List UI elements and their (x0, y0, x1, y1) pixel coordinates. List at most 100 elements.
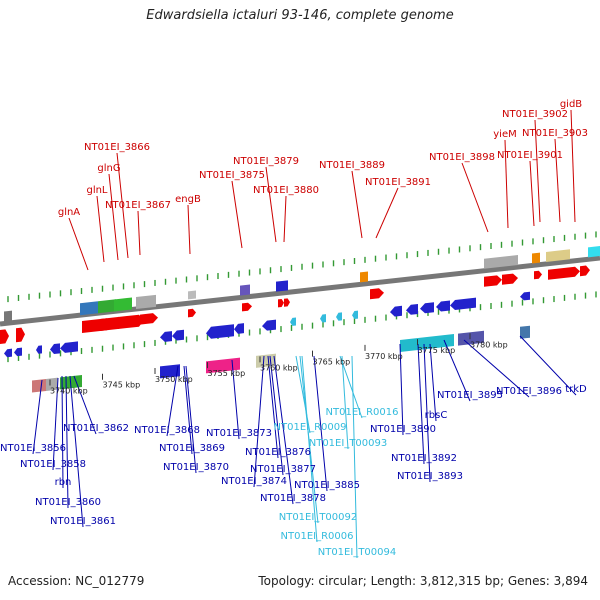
reverse-gene-15-arrow (520, 291, 530, 301)
forward-gene-5-arrow (140, 313, 158, 325)
upper-block-6 (240, 284, 250, 296)
lower-block-8-body (520, 325, 530, 339)
reverse-gene-2 (36, 345, 42, 354)
leader-line (529, 160, 535, 227)
gene-label: NT01EI_3889 (319, 160, 385, 171)
lower-block-0 (32, 378, 46, 393)
leader-line (52, 377, 59, 471)
leader-line (351, 355, 358, 559)
reverse-gene-1 (14, 347, 22, 357)
gene-label: NT01EI_3879 (233, 156, 299, 167)
reverse-gene-11-arrow (406, 304, 418, 315)
rna-gene-2-arrow (336, 312, 342, 321)
leader-line (108, 173, 119, 261)
axis-tick-label: 3755 kbp (208, 369, 246, 378)
gene-label: NT01EI_3869 (159, 443, 225, 454)
rna-gene-2 (336, 312, 342, 321)
leader-line (231, 359, 240, 440)
gene-label: NT01EI_3896 (496, 386, 562, 397)
leader-line (463, 339, 530, 398)
forward-gene-10-arrow (370, 288, 384, 300)
leader-line (269, 355, 284, 476)
leader-line (231, 180, 243, 249)
reverse-gene-7 (206, 324, 234, 339)
leader-line (313, 355, 328, 492)
upper-block-1 (80, 301, 98, 316)
gene-label: glnA (58, 207, 80, 218)
leader-line (116, 152, 129, 259)
forward-gene-7-arrow (242, 302, 252, 312)
leader-line (283, 195, 287, 243)
rna-gene-1 (320, 314, 326, 323)
forward-gene-4-arrow (118, 314, 144, 330)
upper-block-12 (588, 246, 600, 258)
forward-gene-9-arrow (284, 298, 290, 307)
reverse-gene-11 (406, 304, 418, 315)
gene-label: yieM (493, 129, 516, 140)
upper-block-8-body (360, 271, 368, 283)
gene-label: rbsC (425, 410, 448, 421)
reverse-gene-0 (4, 348, 12, 358)
upper-block-11-body (546, 249, 570, 262)
forward-gene-9 (284, 298, 290, 307)
reverse-gene-4 (60, 341, 78, 353)
leader-line (166, 365, 179, 437)
leader-line (185, 365, 197, 474)
accession-text: Accession: NC_012779 (8, 574, 145, 588)
leader-line (187, 204, 191, 255)
leader-line (519, 335, 577, 396)
gene-label: NT01EI_T00094 (318, 547, 397, 558)
lower-block-3 (160, 364, 180, 379)
reverse-gene-12-arrow (420, 302, 434, 314)
reverse-gene-3-arrow (50, 343, 60, 355)
upper-block-2 (98, 299, 116, 314)
leader-line (183, 365, 193, 455)
upper-block-3-body (114, 297, 132, 312)
upper-block-7-body (276, 280, 288, 292)
lower-block-1-body (46, 377, 58, 391)
rna-gene-0 (290, 317, 296, 326)
leader-line (265, 166, 277, 243)
leader-line (461, 162, 489, 233)
forward-gene-0 (0, 329, 9, 344)
lower-block-4 (206, 357, 240, 374)
forward-gene-8 (278, 299, 284, 308)
upper-block-9-body (484, 255, 518, 269)
gene-label: NT01EI_3876 (245, 447, 311, 458)
map-title: Edwardsiella ictaluri 93-146, complete g… (146, 8, 454, 23)
leader-line (375, 187, 399, 239)
gene-label: NT01EI_3862 (63, 423, 129, 434)
upper-block-5-body (188, 290, 196, 300)
lower-block-0-body (32, 378, 46, 393)
gene-label: NT01EI_3861 (50, 516, 116, 527)
gene-label: engB (175, 194, 201, 205)
forward-gene-15 (580, 265, 590, 277)
gene-label: NT01EI_T00092 (279, 512, 358, 523)
lower-block-6 (400, 334, 454, 352)
gene-label: gidB (560, 99, 582, 110)
upper-block-10-body (532, 252, 540, 264)
forward-gene-11-arrow (484, 275, 502, 287)
gene-label: NT01EI_R0009 (274, 422, 347, 433)
gene-label: NT01EI_3856 (0, 443, 66, 454)
lower-block-7-body (458, 330, 484, 346)
leader-line (443, 339, 471, 402)
forward-gene-6 (188, 308, 196, 318)
forward-gene-15-arrow (580, 265, 590, 277)
reverse-gene-14 (450, 297, 476, 310)
reverse-gene-5-arrow (160, 331, 172, 342)
forward-gene-4 (118, 314, 144, 330)
reverse-gene-4-arrow (60, 341, 78, 353)
forward-gene-12 (502, 273, 518, 285)
gene-label: NT01EI_3895 (437, 390, 503, 401)
reverse-gene-13 (436, 300, 450, 312)
leader-line (301, 355, 318, 543)
reverse-gene-8-arrow (234, 323, 244, 334)
axis-tick-label: 3760 kbp (260, 363, 298, 372)
gene-label: NT01EI_3875 (199, 170, 265, 181)
axis-tick-label: 3775 kbp (418, 346, 456, 355)
gene-label: NT01EI_3880 (253, 185, 319, 196)
gene-features (0, 246, 600, 393)
reverse-gene-15 (520, 291, 530, 301)
leader-line (429, 343, 437, 422)
